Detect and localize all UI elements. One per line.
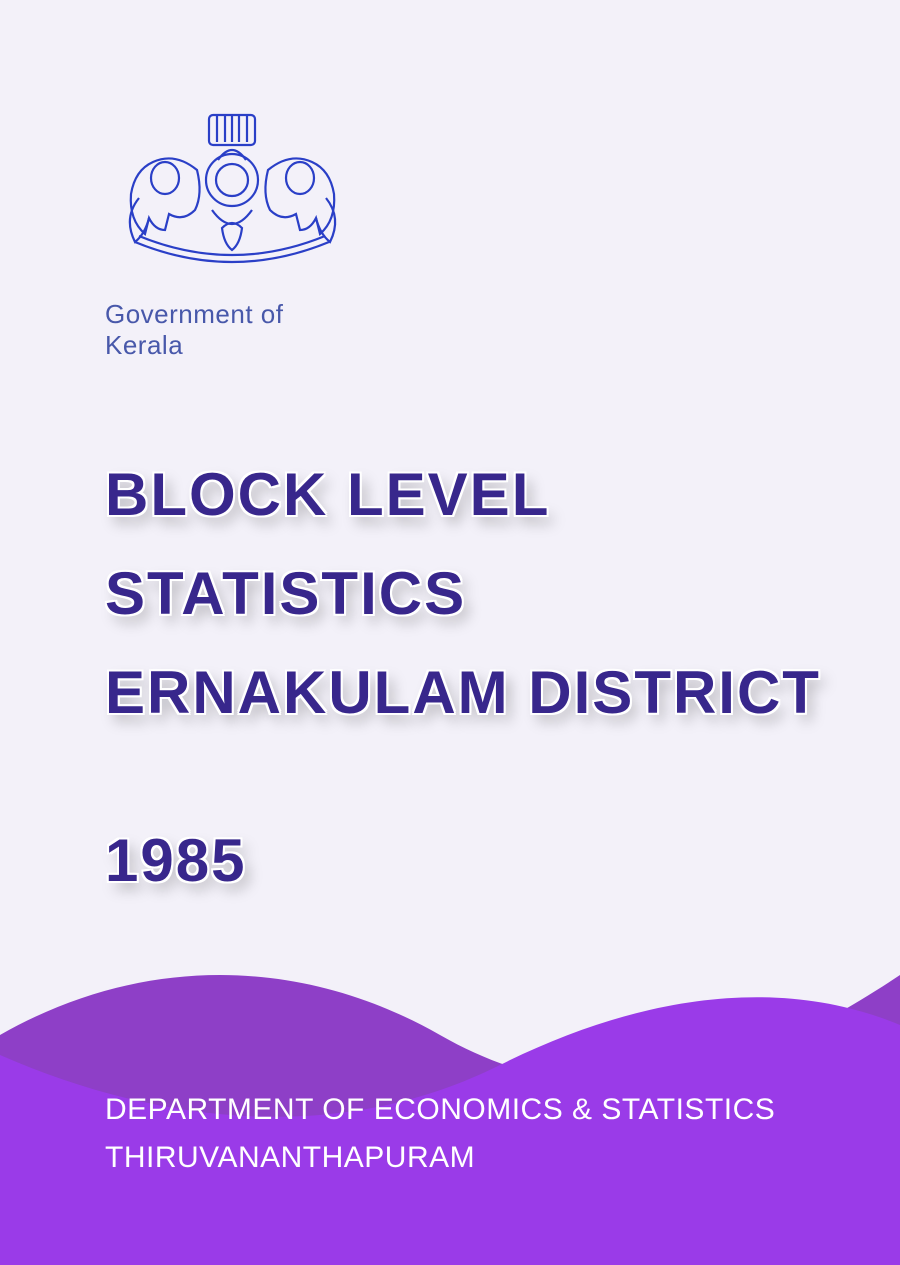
government-label: Government of Kerala xyxy=(105,299,365,361)
header-block: Government of Kerala xyxy=(105,110,365,361)
title-line-1: BLOCK LEVEL STATISTICS xyxy=(105,461,549,627)
report-year: 1985 xyxy=(105,826,840,895)
report-title: BLOCK LEVEL STATISTICS ERNAKULAM DISTRIC… xyxy=(105,445,840,742)
title-line-2: ERNAKULAM DISTRICT xyxy=(105,659,821,726)
department-place: THIRUVANANTHAPURAM xyxy=(105,1141,775,1175)
kerala-emblem-icon xyxy=(105,110,360,285)
footer-block: DEPARTMENT OF ECONOMICS & STATISTICS THI… xyxy=(105,1093,775,1175)
cover-page: Government of Kerala BLOCK LEVEL STATIST… xyxy=(0,0,900,1265)
title-block: BLOCK LEVEL STATISTICS ERNAKULAM DISTRIC… xyxy=(105,445,840,895)
department-name: DEPARTMENT OF ECONOMICS & STATISTICS xyxy=(105,1093,775,1127)
